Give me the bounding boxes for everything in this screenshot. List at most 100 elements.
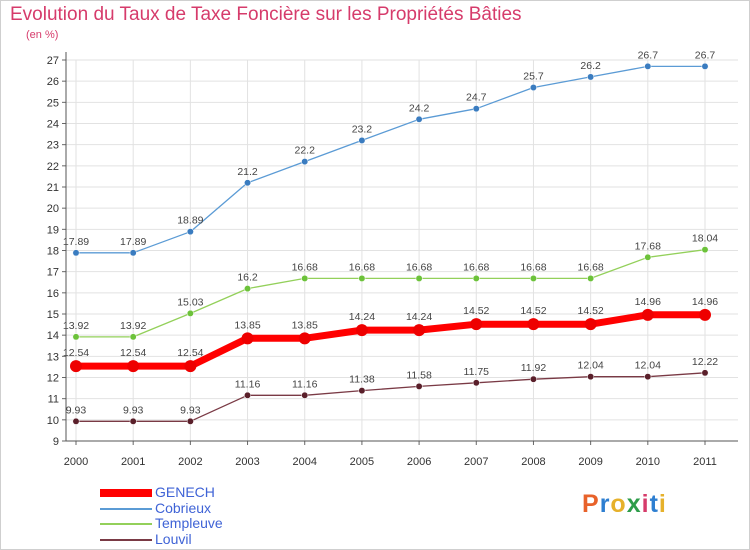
x-tick-label: 2005: [350, 456, 374, 468]
point-cobrieux: [129, 249, 137, 257]
point-louvil: [186, 417, 194, 425]
point-cobrieux: [301, 158, 309, 166]
point-cobrieux: [415, 115, 423, 123]
point-louvil: [358, 387, 366, 395]
point-templeuve: [644, 253, 652, 261]
data-label-louvil: 12.22: [692, 356, 718, 368]
data-label-genech: 13.85: [234, 319, 260, 331]
point-genech: [699, 308, 711, 321]
data-label-templeuve: 13.92: [120, 320, 146, 332]
logo-letter: P: [582, 490, 600, 518]
y-tick-label: 27: [47, 55, 59, 67]
y-tick-label: 23: [47, 140, 59, 152]
data-label-cobrieux: 26.7: [638, 49, 659, 61]
point-templeuve: [301, 274, 309, 282]
proxiti-logo: Proxiti: [582, 490, 667, 519]
x-tick-label: 2004: [292, 456, 316, 468]
data-label-cobrieux: 24.7: [466, 92, 487, 104]
logo-letter: o: [610, 490, 627, 518]
point-genech: [470, 318, 483, 331]
point-cobrieux: [358, 136, 366, 144]
x-tick-label: 2010: [636, 456, 660, 468]
point-louvil: [472, 379, 480, 387]
y-tick-label: 10: [47, 415, 59, 427]
legend-swatch: [100, 489, 152, 497]
point-louvil: [701, 369, 709, 377]
point-templeuve: [244, 285, 251, 293]
point-cobrieux: [701, 62, 709, 70]
point-cobrieux: [644, 62, 652, 70]
data-label-templeuve: 16.68: [292, 261, 318, 273]
data-label-genech: 14.52: [463, 305, 489, 317]
y-tick-label: 16: [47, 288, 59, 300]
data-label-louvil: 11.75: [464, 366, 490, 378]
y-tick-label: 19: [47, 224, 59, 236]
data-label-genech: 13.85: [292, 319, 318, 331]
data-label-templeuve: 16.68: [349, 261, 375, 273]
point-templeuve: [415, 274, 423, 282]
data-label-templeuve: 16.68: [406, 261, 432, 273]
y-tick-label: 13: [47, 351, 59, 363]
x-tick-label: 2003: [235, 456, 259, 468]
y-tick-label: 24: [47, 119, 59, 131]
point-genech: [584, 318, 597, 331]
data-label-cobrieux: 17.89: [63, 236, 89, 248]
x-tick-label: 2000: [64, 456, 88, 468]
point-genech: [413, 324, 426, 337]
legend-swatch: [100, 538, 152, 541]
x-tick-label: 2006: [407, 456, 431, 468]
data-label-genech: 14.96: [692, 296, 718, 308]
point-louvil: [644, 373, 652, 381]
series-line-templeuve: [75, 249, 706, 338]
point-genech: [241, 332, 254, 345]
x-tick-label: 2001: [121, 456, 145, 468]
logo-letter: i: [641, 490, 650, 518]
data-label-cobrieux: 24.2: [409, 102, 430, 114]
data-label-templeuve: 18.04: [692, 233, 718, 245]
data-label-genech: 12.54: [63, 347, 89, 359]
data-label-genech: 12.54: [120, 347, 146, 359]
y-tick-label: 15: [47, 309, 59, 321]
point-genech: [70, 360, 82, 373]
y-tick-label: 12: [47, 373, 59, 385]
data-label-louvil: 9.93: [66, 404, 87, 416]
point-louvil: [530, 375, 537, 383]
point-templeuve: [129, 333, 137, 341]
point-louvil: [244, 391, 251, 399]
point-templeuve: [472, 274, 480, 282]
point-genech: [641, 308, 654, 321]
data-label-genech: 14.52: [520, 305, 546, 317]
point-louvil: [72, 417, 80, 425]
data-label-templeuve: 16.2: [237, 272, 258, 284]
series-line-louvil: [75, 372, 706, 422]
y-tick-label: 11: [48, 394, 59, 406]
point-templeuve: [186, 309, 194, 317]
axes: 9 10 11 12 13 14 15 16 17 18 19 20 21 22 23 24 25 26 27 200…: [47, 52, 738, 468]
legend-label: Cobrieux: [155, 499, 212, 516]
series-line-cobrieux: [75, 65, 706, 254]
y-tick-label: 22: [47, 161, 59, 173]
x-tick-label: 2008: [521, 456, 545, 468]
data-label-genech: 12.54: [177, 347, 203, 359]
y-tick-label: 21: [47, 182, 59, 194]
point-cobrieux: [587, 73, 595, 81]
data-label-cobrieux: 23.2: [352, 123, 373, 135]
data-label-louvil: 9.93: [123, 404, 144, 416]
y-tick-label: 26: [47, 76, 59, 88]
x-tick-label: 2011: [693, 456, 717, 468]
point-templeuve: [587, 274, 595, 282]
data-label-cobrieux: 26.2: [580, 60, 601, 72]
point-cobrieux: [530, 84, 537, 91]
point-louvil: [587, 373, 595, 381]
x-tick-label: 2007: [464, 456, 488, 468]
data-label-louvil: 12.04: [577, 360, 603, 372]
data-label-cobrieux: 17.89: [120, 236, 146, 248]
x-tick-label: 2009: [578, 456, 602, 468]
data-label-louvil: 12.04: [635, 360, 661, 372]
data-label-louvil: 11.38: [349, 374, 375, 386]
data-label-louvil: 11.16: [292, 378, 318, 390]
point-cobrieux: [472, 105, 480, 113]
point-templeuve: [72, 333, 80, 341]
data-label-cobrieux: 26.7: [695, 49, 716, 61]
